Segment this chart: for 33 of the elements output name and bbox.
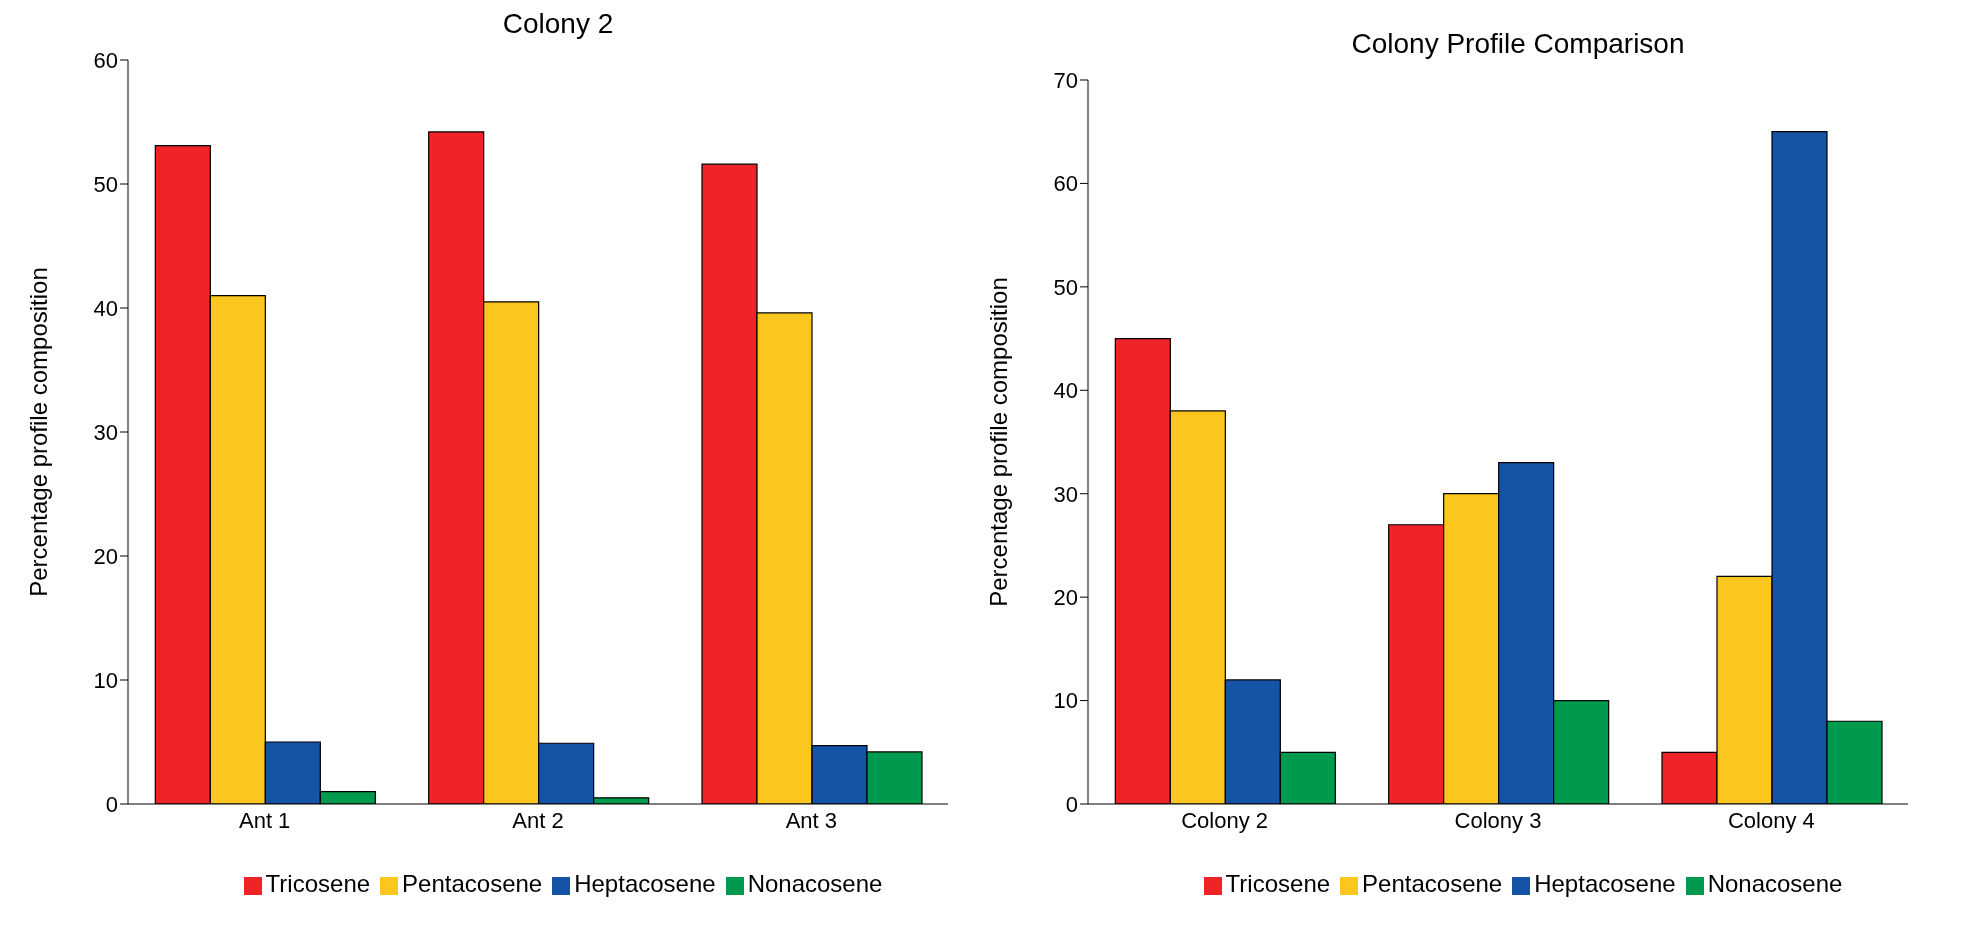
y-tick-label: 20 <box>93 543 118 569</box>
y-tick-label: 50 <box>93 171 118 197</box>
legend-label: Tricosene <box>1225 870 1331 897</box>
x-tick-label: Colony 4 <box>1727 807 1815 833</box>
y-tick-label: 20 <box>1053 584 1078 610</box>
x-tick-label: Ant 1 <box>238 807 291 833</box>
legend-label: Pentacosene <box>1362 870 1503 897</box>
y-tick-label: 0 <box>105 791 118 817</box>
x-tick-label: Colony 3 <box>1454 807 1542 833</box>
y-tick-label: 10 <box>1053 688 1078 714</box>
y-tick-label: 30 <box>93 419 118 445</box>
chart-title: Colony 2 <box>501 8 615 41</box>
y-tick-label: 40 <box>93 295 118 321</box>
y-axis-title: Percentage profile composition <box>24 267 52 597</box>
legend-label: Heptacosene <box>1534 870 1676 897</box>
y-tick-label: 30 <box>1053 481 1078 507</box>
y-axis-title: Percentage profile composition <box>984 277 1012 607</box>
y-tick-label: 70 <box>1053 67 1078 93</box>
chart-title: Colony Profile Comparison <box>1350 28 1686 61</box>
y-tick-label: 0 <box>1065 791 1078 817</box>
x-tick-label: Colony 2 <box>1181 807 1269 833</box>
y-tick-label: 50 <box>1053 274 1078 300</box>
x-tick-label: Ant 3 <box>785 807 838 833</box>
legend-label: Nonacosene <box>1707 870 1843 897</box>
y-tick-label: 60 <box>1053 171 1078 197</box>
y-tick-label: 10 <box>93 667 118 693</box>
y-tick-label: 60 <box>93 47 118 73</box>
legend-label: Nonacosene <box>747 870 883 897</box>
legend-label: Heptacosene <box>574 870 716 897</box>
legend-label: Pentacosene <box>402 870 543 897</box>
x-tick-label: Ant 2 <box>512 807 564 833</box>
y-tick-label: 40 <box>1053 378 1078 404</box>
legend-label: Tricosene <box>265 870 371 897</box>
